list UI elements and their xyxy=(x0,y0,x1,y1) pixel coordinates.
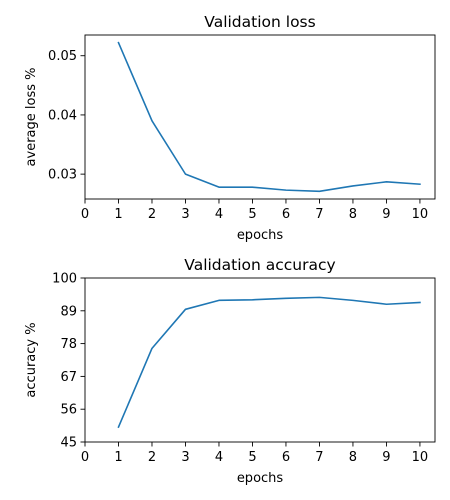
accuracy-x-tick-label: 4 xyxy=(215,450,223,465)
loss-y-tick-label: 0.04 xyxy=(48,108,77,123)
loss-x-tick-label: 9 xyxy=(382,207,390,222)
accuracy-y-tick-label: 56 xyxy=(60,403,77,418)
loss-x-tick-label: 8 xyxy=(349,207,357,222)
accuracy-series-line xyxy=(117,296,421,429)
accuracy-data-point xyxy=(283,296,288,301)
accuracy-data-point xyxy=(350,298,355,303)
accuracy-y-tick-label: 67 xyxy=(60,370,77,385)
accuracy-x-tick-label: 9 xyxy=(382,450,390,465)
loss-y-axis-label: average loss % xyxy=(24,68,39,167)
loss-data-point xyxy=(317,189,322,194)
accuracy-plot-frame xyxy=(84,277,436,443)
loss-data-point xyxy=(183,172,188,177)
accuracy-y-axis-label: accuracy % xyxy=(24,322,39,397)
loss-data-point xyxy=(149,118,154,123)
accuracy-x-tick-label: 5 xyxy=(248,450,256,465)
accuracy-data-point xyxy=(216,298,221,303)
accuracy-x-tick-label: 6 xyxy=(282,450,290,465)
loss-y-tick-label: 0.05 xyxy=(48,49,77,64)
loss-data-point xyxy=(417,182,422,187)
accuracy-y-tick-label: 45 xyxy=(60,436,77,451)
accuracy-data-point xyxy=(417,300,422,305)
accuracy-x-tick-label: 10 xyxy=(412,450,429,465)
accuracy-y-tick-label: 100 xyxy=(52,272,77,287)
loss-x-tick-label: 10 xyxy=(412,207,429,222)
loss-plot-frame xyxy=(84,34,436,200)
accuracy-x-tick-label: 0 xyxy=(81,450,89,465)
loss-x-tick-label: 5 xyxy=(248,207,256,222)
loss-x-tick-label: 2 xyxy=(148,207,156,222)
loss-data-point xyxy=(384,179,389,184)
loss-x-tick-label: 7 xyxy=(315,207,323,222)
loss-chart-title: Validation loss xyxy=(204,13,315,31)
loss-chart: 0 1 2 3 4 5 6 7 8 9 10 0.03 0.04 0.05 Validation loss e… xyxy=(24,13,436,243)
accuracy-x-tick-label: 3 xyxy=(181,450,189,465)
accuracy-x-tick-label: 2 xyxy=(148,450,156,465)
accuracy-data-point xyxy=(317,295,322,300)
accuracy-y-tick-label: 78 xyxy=(60,337,77,352)
accuracy-data-point xyxy=(149,346,154,351)
loss-x-tick-label: 1 xyxy=(114,207,122,222)
accuracy-y-tick-label: 89 xyxy=(60,304,77,319)
accuracy-x-tick-label: 8 xyxy=(349,450,357,465)
accuracy-x-tick-label: 7 xyxy=(315,450,323,465)
accuracy-data-point xyxy=(384,302,389,307)
loss-data-point xyxy=(116,40,121,45)
loss-x-tick-label: 0 xyxy=(81,207,89,222)
accuracy-x-tick-label: 1 xyxy=(114,450,122,465)
accuracy-chart-title: Validation accuracy xyxy=(184,256,335,274)
loss-data-point xyxy=(350,183,355,188)
accuracy-data-point xyxy=(116,425,121,430)
loss-data-point xyxy=(250,185,255,190)
loss-data-point xyxy=(283,188,288,193)
accuracy-x-axis-label: epochs xyxy=(237,471,284,486)
loss-x-tick-label: 4 xyxy=(215,207,223,222)
loss-x-tick-label: 3 xyxy=(181,207,189,222)
loss-series-line xyxy=(117,41,421,193)
loss-data-point xyxy=(216,185,221,190)
accuracy-data-point xyxy=(250,297,255,302)
accuracy-data-point xyxy=(183,307,188,312)
loss-x-axis-label: epochs xyxy=(237,228,284,243)
loss-x-tick-label: 6 xyxy=(282,207,290,222)
loss-y-tick-label: 0.03 xyxy=(48,168,77,183)
